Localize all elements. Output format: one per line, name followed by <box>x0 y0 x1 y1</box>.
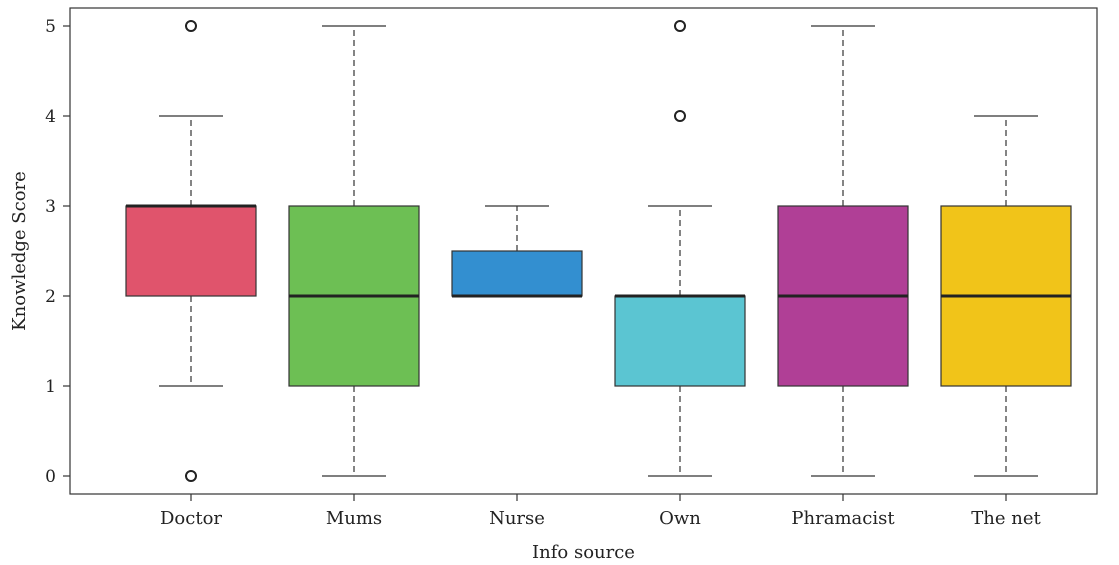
box-the-net <box>940 115 1072 477</box>
x-tick-label: Nurse <box>489 508 545 529</box>
x-tick-label: Phramacist <box>791 508 895 529</box>
box-body <box>451 250 583 297</box>
x-tick-label: Own <box>659 508 701 529</box>
box-nurse <box>451 205 583 298</box>
box-doctor <box>125 20 257 482</box>
x-tick-label: Mums <box>326 508 382 529</box>
box-phramacist <box>777 25 909 477</box>
x-axis: Doctor Mums Nurse Own Phramacist The net <box>160 494 1041 529</box>
box-mums <box>288 25 420 477</box>
x-tick-label: Doctor <box>160 508 222 529</box>
y-tick-label: 0 <box>45 467 56 487</box>
y-tick-label: 5 <box>45 17 56 37</box>
x-tick-label: The net <box>971 508 1041 529</box>
y-tick-label: 3 <box>45 197 56 217</box>
y-axis: 0 1 2 3 4 5 <box>45 17 70 487</box>
boxes-group <box>125 20 1072 482</box>
x-axis-title: Info source <box>532 542 635 563</box>
plot-frame-group <box>69 7 1098 495</box>
outlier-point <box>185 20 197 32</box>
y-tick-label: 2 <box>45 287 56 307</box>
box-body <box>125 205 257 297</box>
box-own <box>614 20 746 477</box>
plot-frame <box>69 7 1098 495</box>
y-axis-title: Knowledge Score <box>9 171 30 331</box>
y-tick-label: 4 <box>45 107 56 127</box>
outlier-point <box>674 110 686 122</box>
box-body <box>614 295 746 387</box>
outlier-point <box>185 470 197 482</box>
outlier-point <box>674 20 686 32</box>
y-tick-label: 1 <box>45 377 56 397</box>
